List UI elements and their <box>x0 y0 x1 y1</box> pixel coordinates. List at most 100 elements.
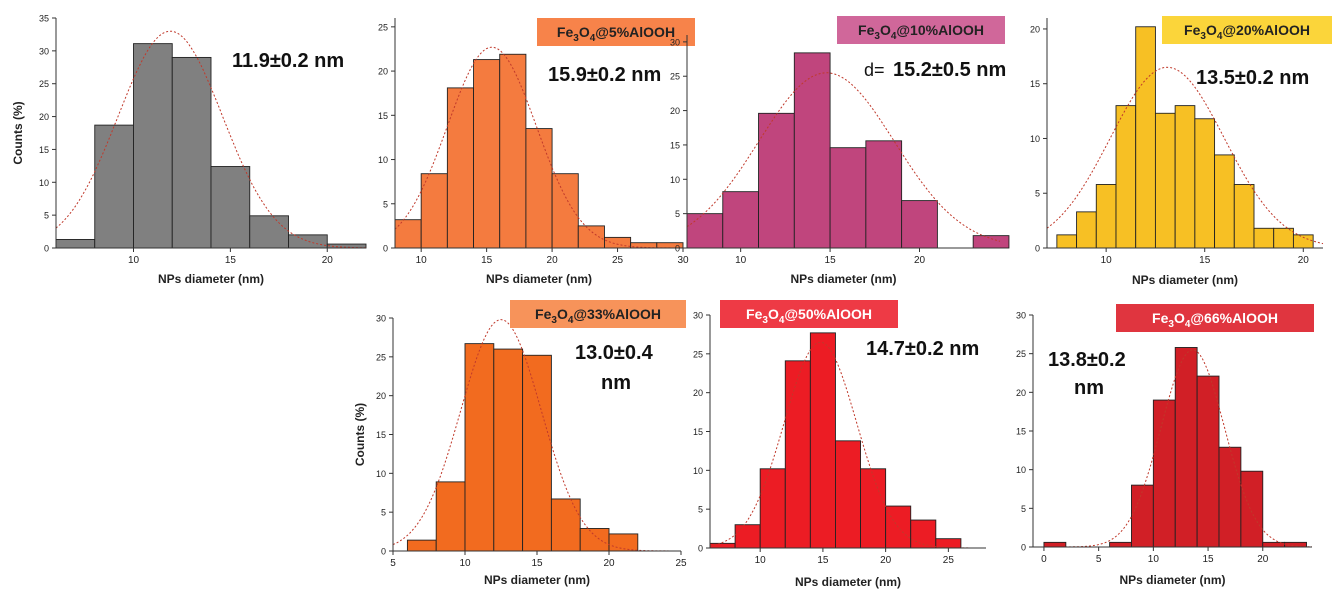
label-part: O <box>768 306 779 322</box>
histogram-bar <box>758 112 795 249</box>
x-axis-label: NPs diameter (nm) <box>158 272 264 286</box>
x-tick-label: 20 <box>322 255 334 266</box>
x-axis-label: NPs diameter (nm) <box>790 272 896 286</box>
y-tick-label: 15 <box>376 430 386 440</box>
gaussian-fit-curve <box>1046 66 1324 245</box>
subscript: 3 <box>762 315 768 326</box>
y-tick-label: 15 <box>693 427 703 437</box>
x-tick-label: 0 <box>1041 554 1047 565</box>
y-tick-label: 30 <box>693 311 703 321</box>
label-part: Fe <box>535 306 552 322</box>
x-tick-label: 20 <box>547 255 559 266</box>
y-tick-label: 10 <box>376 469 386 479</box>
x-tick-label: 15 <box>225 255 237 266</box>
x-tick-label: 5 <box>390 558 396 569</box>
label-part: O <box>880 22 891 38</box>
y-tick-label: 10 <box>378 155 388 165</box>
sample-label: Fe3O4@50%AlOOH <box>746 306 872 326</box>
y-tick-label: 30 <box>376 314 386 324</box>
histogram-bar <box>865 140 903 249</box>
histogram-bar <box>1056 234 1078 249</box>
histogram-bar <box>133 43 173 249</box>
y-tick-label: 15 <box>1016 427 1026 437</box>
histogram-bar <box>1152 399 1176 548</box>
histogram-panel-7: 0 5 10 15 20 0 5 10 15 20 25 30 NPs diameter (nm) Fe3… <box>1016 304 1314 587</box>
y-tick-label: 25 <box>670 72 680 82</box>
histogram-panel-6: 10 15 20 25 0 5 10 15 20 25 30 NPs diameter (nm) Fe3… <box>693 300 986 589</box>
y-tick-label: 30 <box>39 46 49 56</box>
histogram-bar <box>1095 184 1117 249</box>
histogram-bar <box>829 147 867 249</box>
x-tick-label: 20 <box>1257 554 1269 565</box>
label-part: Fe <box>1184 22 1201 38</box>
x-axis-label: NPs diameter (nm) <box>795 575 901 589</box>
x-axis-label: NPs diameter (nm) <box>1119 573 1225 587</box>
subscript: 4 <box>1185 319 1191 330</box>
sample-label-box <box>837 16 1005 44</box>
subscript: 4 <box>568 315 574 326</box>
histogram-bar <box>522 354 552 552</box>
x-tick-label: 15 <box>531 558 543 569</box>
histogram-bar <box>94 124 134 249</box>
x-tick-label: 10 <box>735 255 747 266</box>
histogram-bar <box>972 235 1010 249</box>
y-tick-label: 5 <box>1035 189 1040 199</box>
histogram-bar <box>1076 211 1097 249</box>
x-tick-label: 15 <box>825 255 837 266</box>
size-annotation-line: 13.0±0.4 <box>575 342 654 364</box>
histogram-bar <box>1043 541 1067 548</box>
histogram-bar <box>499 53 527 249</box>
y-tick-label: 15 <box>378 111 388 121</box>
y-tick-label: 15 <box>1030 79 1040 89</box>
y-tick-label: 5 <box>698 505 703 515</box>
histogram-bar <box>420 173 448 249</box>
histogram-bar <box>579 528 610 552</box>
y-tick-label: 5 <box>44 211 49 221</box>
sample-label: Fe3O4@66%AlOOH <box>1152 310 1278 330</box>
x-tick-label: 15 <box>817 555 829 566</box>
histogram-bar <box>446 87 474 249</box>
y-tick-label: 0 <box>675 244 680 254</box>
x-tick-label: 25 <box>943 555 955 566</box>
sample-label: Fe3O4@5%AlOOH <box>557 24 675 44</box>
histogram-bar <box>1233 184 1255 249</box>
y-tick-label: 10 <box>1030 134 1040 144</box>
histogram-bar <box>1135 26 1156 249</box>
y-tick-label: 25 <box>378 22 388 32</box>
size-annotation: 13.5±0.2 nm <box>1196 67 1309 89</box>
histogram-bar <box>1174 105 1196 249</box>
subscript: 4 <box>590 33 596 44</box>
histogram-bar <box>249 215 289 249</box>
histogram-bar <box>171 56 212 249</box>
histogram-bar <box>784 360 811 549</box>
histogram-bar <box>1218 446 1242 548</box>
histogram-bar <box>1115 105 1137 249</box>
y-axis-label: Counts (%) <box>353 403 367 466</box>
y-tick-label: 35 <box>39 14 49 24</box>
sample-label-box <box>720 300 898 328</box>
sample-label-box <box>537 18 695 46</box>
x-axis-label: NPs diameter (nm) <box>486 272 592 286</box>
y-tick-label: 5 <box>1021 504 1026 514</box>
y-tick-label: 30 <box>670 37 680 47</box>
histogram-bar <box>686 213 724 249</box>
gaussian-fit-curve <box>686 72 1001 242</box>
x-tick-label: 10 <box>416 255 428 266</box>
subscript: 4 <box>779 315 785 326</box>
label-part: @66%AlOOH <box>1190 310 1278 326</box>
label-part: @50%AlOOH <box>784 306 872 322</box>
x-tick-label: 15 <box>481 255 493 266</box>
y-tick-label: 25 <box>376 352 386 362</box>
x-tick-label: 20 <box>914 255 926 266</box>
histogram-bar <box>809 332 836 549</box>
y-tick-label: 15 <box>670 140 680 150</box>
gaussian-fit-curve <box>709 341 986 549</box>
label-part: @20%AlOOH <box>1222 22 1310 38</box>
histogram-bar <box>551 173 579 249</box>
label-part: O <box>1174 310 1185 326</box>
histogram-bar <box>910 519 937 549</box>
histogram-bar <box>464 343 495 552</box>
subscript: 3 <box>573 33 579 44</box>
